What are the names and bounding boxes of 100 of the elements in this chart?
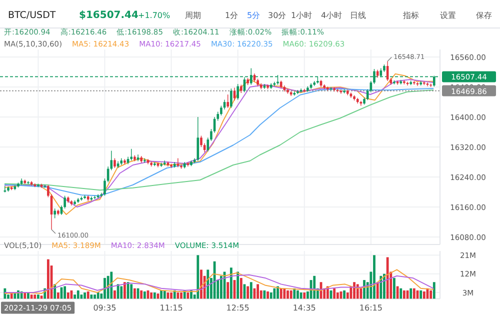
text: 30分 <box>268 11 286 20</box>
bar <box>76 290 80 299</box>
bar <box>220 276 222 299</box>
bar <box>300 292 302 299</box>
bar <box>360 288 362 299</box>
bar <box>206 270 210 299</box>
bar <box>34 294 36 299</box>
bar <box>180 292 182 299</box>
bar <box>24 292 26 299</box>
bar <box>336 292 339 299</box>
candlestick <box>130 148 133 161</box>
bar <box>46 259 50 299</box>
x-tick-label: 11:15 <box>160 304 183 313</box>
candlestick <box>230 88 232 108</box>
bar <box>10 294 13 299</box>
text: BTC/USDT <box>8 10 56 21</box>
bar <box>120 286 123 299</box>
bar <box>333 288 336 299</box>
x-tick-label: 14:35 <box>292 304 316 313</box>
bar <box>380 276 382 299</box>
bar <box>170 292 172 299</box>
candlestick <box>206 137 210 152</box>
bar <box>66 292 70 299</box>
bar <box>64 286 66 299</box>
candlestick <box>330 86 332 91</box>
bar <box>410 288 412 299</box>
bar <box>84 292 86 299</box>
bar <box>393 278 396 299</box>
bar <box>430 290 432 299</box>
x-tick-label: 16:15 <box>359 304 382 313</box>
text: 日线 <box>350 11 366 20</box>
bar <box>402 290 406 299</box>
candlestick <box>226 94 230 108</box>
bar <box>176 292 180 299</box>
bar <box>200 270 202 299</box>
x-tick-label: 12:55 <box>226 304 250 313</box>
bar <box>240 278 242 299</box>
bar <box>412 288 416 299</box>
bar <box>114 290 116 299</box>
bar <box>143 291 146 299</box>
bar <box>280 288 282 299</box>
bar <box>163 290 166 299</box>
bar <box>296 290 299 299</box>
candlestick <box>426 82 429 87</box>
x-tick-label: 09:35 <box>93 304 116 313</box>
bar <box>420 290 422 299</box>
bar <box>422 291 426 299</box>
bar <box>373 255 376 299</box>
candlestick <box>236 84 239 100</box>
bar <box>90 294 93 299</box>
bar <box>226 282 230 299</box>
bar <box>196 255 200 299</box>
bar <box>273 288 276 299</box>
bar <box>110 272 113 299</box>
bar <box>376 282 379 299</box>
bar <box>236 272 240 299</box>
candlestick <box>54 208 56 219</box>
bar <box>353 282 356 299</box>
line-series <box>4 274 434 293</box>
bar <box>96 292 100 299</box>
text: 保存 <box>476 11 492 20</box>
bar <box>56 292 60 299</box>
bar <box>133 288 136 299</box>
text: 指标 <box>402 11 419 20</box>
bar <box>186 292 190 299</box>
bar <box>94 294 96 299</box>
candlestick <box>136 154 140 162</box>
bar <box>140 290 143 299</box>
bar <box>256 284 259 299</box>
bar <box>290 290 292 299</box>
text: 周期 <box>185 11 201 20</box>
bar <box>130 284 133 299</box>
candlestick <box>176 158 180 168</box>
text: 设置 <box>440 11 456 20</box>
bar <box>286 290 289 299</box>
bar <box>343 290 346 299</box>
line-series <box>4 269 434 294</box>
bar <box>37 294 40 299</box>
text: +1.70% <box>138 11 171 20</box>
bar <box>74 294 76 299</box>
bar <box>303 292 306 299</box>
bar <box>293 288 296 299</box>
bar <box>400 288 402 299</box>
text: 5分 <box>247 11 260 20</box>
bar <box>230 268 232 299</box>
bar <box>116 284 120 299</box>
bar <box>246 286 250 299</box>
bar <box>160 290 163 299</box>
bar <box>27 292 30 299</box>
text: 4小时 <box>321 11 342 20</box>
text: 1小时 <box>291 11 312 20</box>
bar <box>383 274 386 299</box>
bar <box>250 282 252 299</box>
bar <box>124 282 126 299</box>
bar <box>104 278 106 299</box>
bar <box>432 282 436 299</box>
bar <box>153 292 156 299</box>
text: 1分 <box>225 11 238 20</box>
bar <box>266 291 269 299</box>
bar <box>150 292 153 299</box>
